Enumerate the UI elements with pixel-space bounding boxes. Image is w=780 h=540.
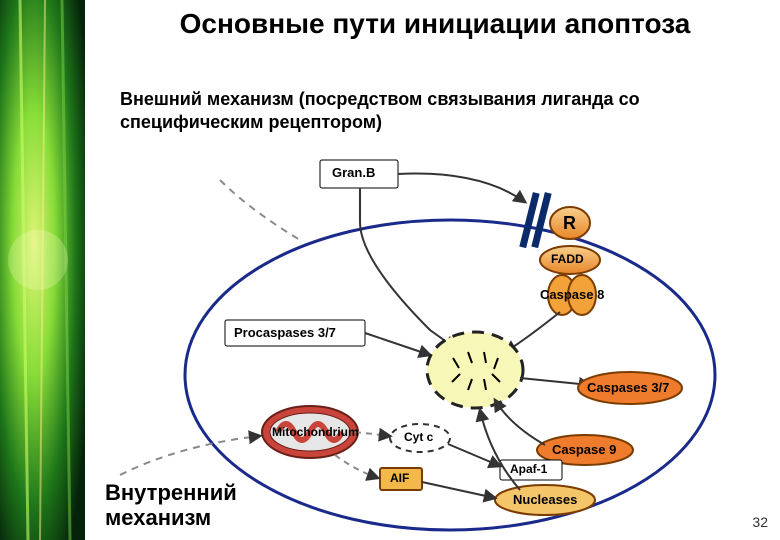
nucleases-label: Nucleases [513,492,577,507]
caspase9-arrow [495,400,545,445]
aif-label: AIF [390,471,409,485]
mito-to-aif [335,455,378,478]
caspase9-label: Caspase 9 [552,442,616,457]
mito-to-cytc [355,432,390,436]
top-dashed [220,180,300,240]
granb-arrow-to-receptor [398,174,525,202]
granb-label: Gran.B [332,165,375,180]
intrinsic-label: Внутренний механизм [105,480,275,531]
fadd-label: FADD [551,252,584,266]
caspases37-label: Caspases 3/7 [587,380,669,395]
procaspases-arrow [365,333,430,355]
caspase8-label: Caspase 8 [540,287,604,302]
page-number: 32 [752,514,768,530]
apaf1-label: Apaf-1 [510,462,547,476]
cytc-label: Cyt c [404,430,433,444]
granb-arrow-to-nucleus [360,188,455,348]
aif-to-nucleases [422,482,495,498]
page: Основные пути инициации апоптоза Внешний… [0,0,780,540]
intrinsic-label-text: Внутренний механизм [105,480,275,531]
receptor-label: R [563,213,576,234]
procaspases-label: Procaspases 3/7 [234,325,336,340]
diagram-svg [0,0,780,540]
mitochondrium-label: Mitochondrium [272,425,359,439]
nucleus [427,332,523,408]
